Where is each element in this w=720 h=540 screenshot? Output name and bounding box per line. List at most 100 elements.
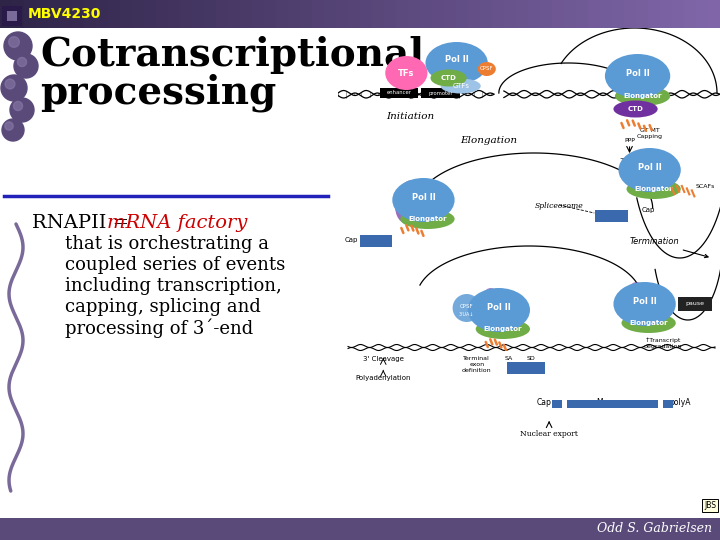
Bar xyxy=(528,0,541,28)
Bar xyxy=(384,0,397,28)
Bar xyxy=(396,0,409,28)
Text: Termination: Termination xyxy=(629,238,708,258)
Text: Pol II: Pol II xyxy=(633,296,657,306)
Bar xyxy=(504,0,517,28)
Bar xyxy=(36,0,49,28)
Text: Cap: Cap xyxy=(345,237,358,243)
Text: Polyadenylation: Polyadenylation xyxy=(356,375,411,381)
Circle shape xyxy=(4,32,32,60)
Text: ↑Transcript
degradation: ↑Transcript degradation xyxy=(644,338,682,349)
Circle shape xyxy=(9,37,19,48)
Text: Pol II: Pol II xyxy=(445,56,469,64)
Bar xyxy=(684,0,697,28)
Bar xyxy=(576,0,589,28)
Bar xyxy=(12,0,25,28)
Bar xyxy=(180,0,193,28)
Ellipse shape xyxy=(618,148,681,192)
Text: Nuclear export: Nuclear export xyxy=(520,430,578,438)
Ellipse shape xyxy=(605,54,670,98)
Bar xyxy=(567,400,657,408)
Text: CPSF: CPSF xyxy=(480,66,494,71)
Ellipse shape xyxy=(480,288,502,324)
Bar xyxy=(192,0,205,28)
Ellipse shape xyxy=(478,62,496,76)
Bar xyxy=(48,0,61,28)
Bar xyxy=(300,0,313,28)
Text: Cotranscriptional: Cotranscriptional xyxy=(40,36,424,74)
Text: capping, splicing and: capping, splicing and xyxy=(65,298,261,316)
Text: Pol II: Pol II xyxy=(487,302,510,312)
Bar xyxy=(648,0,661,28)
Text: Elongator: Elongator xyxy=(629,320,668,326)
Text: Initiation: Initiation xyxy=(387,112,434,121)
Text: 3'UA↓: 3'UA↓ xyxy=(459,312,474,316)
Text: mRNA factory: mRNA factory xyxy=(107,214,248,232)
Bar xyxy=(672,0,685,28)
Text: CTD: CTD xyxy=(441,75,456,81)
Bar xyxy=(678,297,712,311)
Text: including transcription,: including transcription, xyxy=(65,277,282,295)
Bar xyxy=(600,0,613,28)
Bar xyxy=(108,0,121,28)
Text: Message: Message xyxy=(597,398,630,407)
Text: enhancer: enhancer xyxy=(387,91,412,96)
Text: Spliceosome: Spliceosome xyxy=(535,202,583,210)
Ellipse shape xyxy=(426,42,487,84)
Text: Pol II: Pol II xyxy=(638,163,662,172)
Bar xyxy=(216,0,229,28)
Bar xyxy=(144,0,157,28)
Ellipse shape xyxy=(615,86,670,106)
Bar xyxy=(0,0,13,28)
Bar xyxy=(636,0,649,28)
Bar xyxy=(624,0,637,28)
Text: PPP: PPP xyxy=(624,138,635,143)
Bar xyxy=(421,88,459,98)
Bar xyxy=(276,0,289,28)
Bar xyxy=(312,0,325,28)
Bar xyxy=(660,0,673,28)
Bar xyxy=(264,0,277,28)
Bar xyxy=(168,0,181,28)
Ellipse shape xyxy=(621,313,676,333)
Bar xyxy=(564,0,577,28)
Bar xyxy=(432,0,445,28)
Circle shape xyxy=(1,75,27,101)
Ellipse shape xyxy=(613,282,676,326)
Bar xyxy=(507,362,545,374)
Bar xyxy=(204,0,217,28)
Bar xyxy=(456,0,469,28)
Circle shape xyxy=(14,54,38,78)
Ellipse shape xyxy=(431,70,467,86)
Text: Pol II: Pol II xyxy=(626,69,649,78)
Circle shape xyxy=(5,122,13,130)
Text: MBV4230: MBV4230 xyxy=(28,7,102,21)
Text: Cap: Cap xyxy=(642,207,655,213)
Text: Pol II: Pol II xyxy=(412,192,436,201)
Bar xyxy=(380,88,418,98)
Text: JBS: JBS xyxy=(704,501,716,510)
Bar xyxy=(84,0,97,28)
Bar xyxy=(444,0,457,28)
Bar xyxy=(60,0,73,28)
Ellipse shape xyxy=(626,179,681,199)
Text: GT MT
Capping: GT MT Capping xyxy=(636,128,662,139)
Bar xyxy=(420,0,433,28)
Bar xyxy=(696,0,709,28)
Circle shape xyxy=(17,57,27,66)
Text: 7meG: 7meG xyxy=(619,158,640,164)
Text: 3' Cleavage: 3' Cleavage xyxy=(363,356,404,362)
Bar xyxy=(156,0,169,28)
Bar xyxy=(324,0,337,28)
Text: Terminal
exon
definition: Terminal exon definition xyxy=(462,356,492,373)
Text: processing of 3´-end: processing of 3´-end xyxy=(65,319,253,339)
Bar xyxy=(132,0,145,28)
Bar xyxy=(96,0,109,28)
Text: SCAFs: SCAFs xyxy=(696,184,715,188)
Text: Odd S. Gabrielsen: Odd S. Gabrielsen xyxy=(597,523,712,536)
Text: coupled series of events: coupled series of events xyxy=(65,256,285,274)
Bar xyxy=(588,0,601,28)
Text: Cap: Cap xyxy=(536,398,552,407)
Circle shape xyxy=(2,119,24,141)
Text: GTFs: GTFs xyxy=(452,83,469,89)
Bar xyxy=(468,0,481,28)
